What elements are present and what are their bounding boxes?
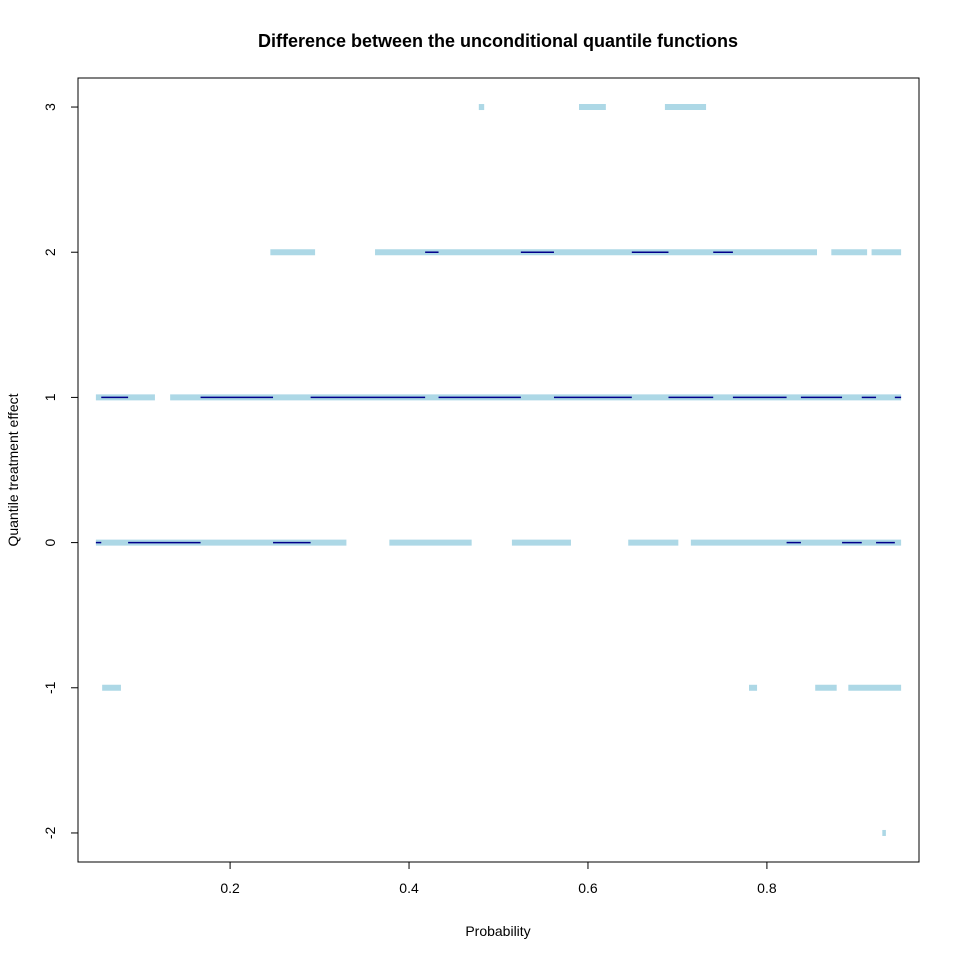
chart-title: Difference between the unconditional qua…: [258, 31, 738, 51]
x-tick-label-3: 0.8: [757, 880, 777, 896]
x-tick-label-1: 0.4: [399, 880, 419, 896]
x-axis-label: Probability: [465, 923, 530, 939]
y-tick-label-2: 0: [42, 538, 58, 546]
estimate-lines: [95, 251, 902, 544]
y-tick-label-1: -1: [42, 681, 58, 694]
x-axis: 0.2 0.4 0.6 0.8: [220, 862, 777, 896]
x-tick-label-0: 0.2: [220, 880, 240, 896]
y-tick-label-5: 3: [42, 103, 58, 111]
y-axis: -2 -1 0 1 2 3: [42, 103, 78, 839]
plot-frame: [77, 77, 920, 863]
confidence-bands: [95, 104, 902, 836]
y-tick-label-0: -2: [42, 827, 58, 840]
y-tick-label-3: 1: [42, 393, 58, 401]
y-axis-label: Quantile treatment effect: [5, 393, 21, 546]
x-tick-label-2: 0.6: [578, 880, 598, 896]
y-tick-label-4: 2: [42, 248, 58, 256]
